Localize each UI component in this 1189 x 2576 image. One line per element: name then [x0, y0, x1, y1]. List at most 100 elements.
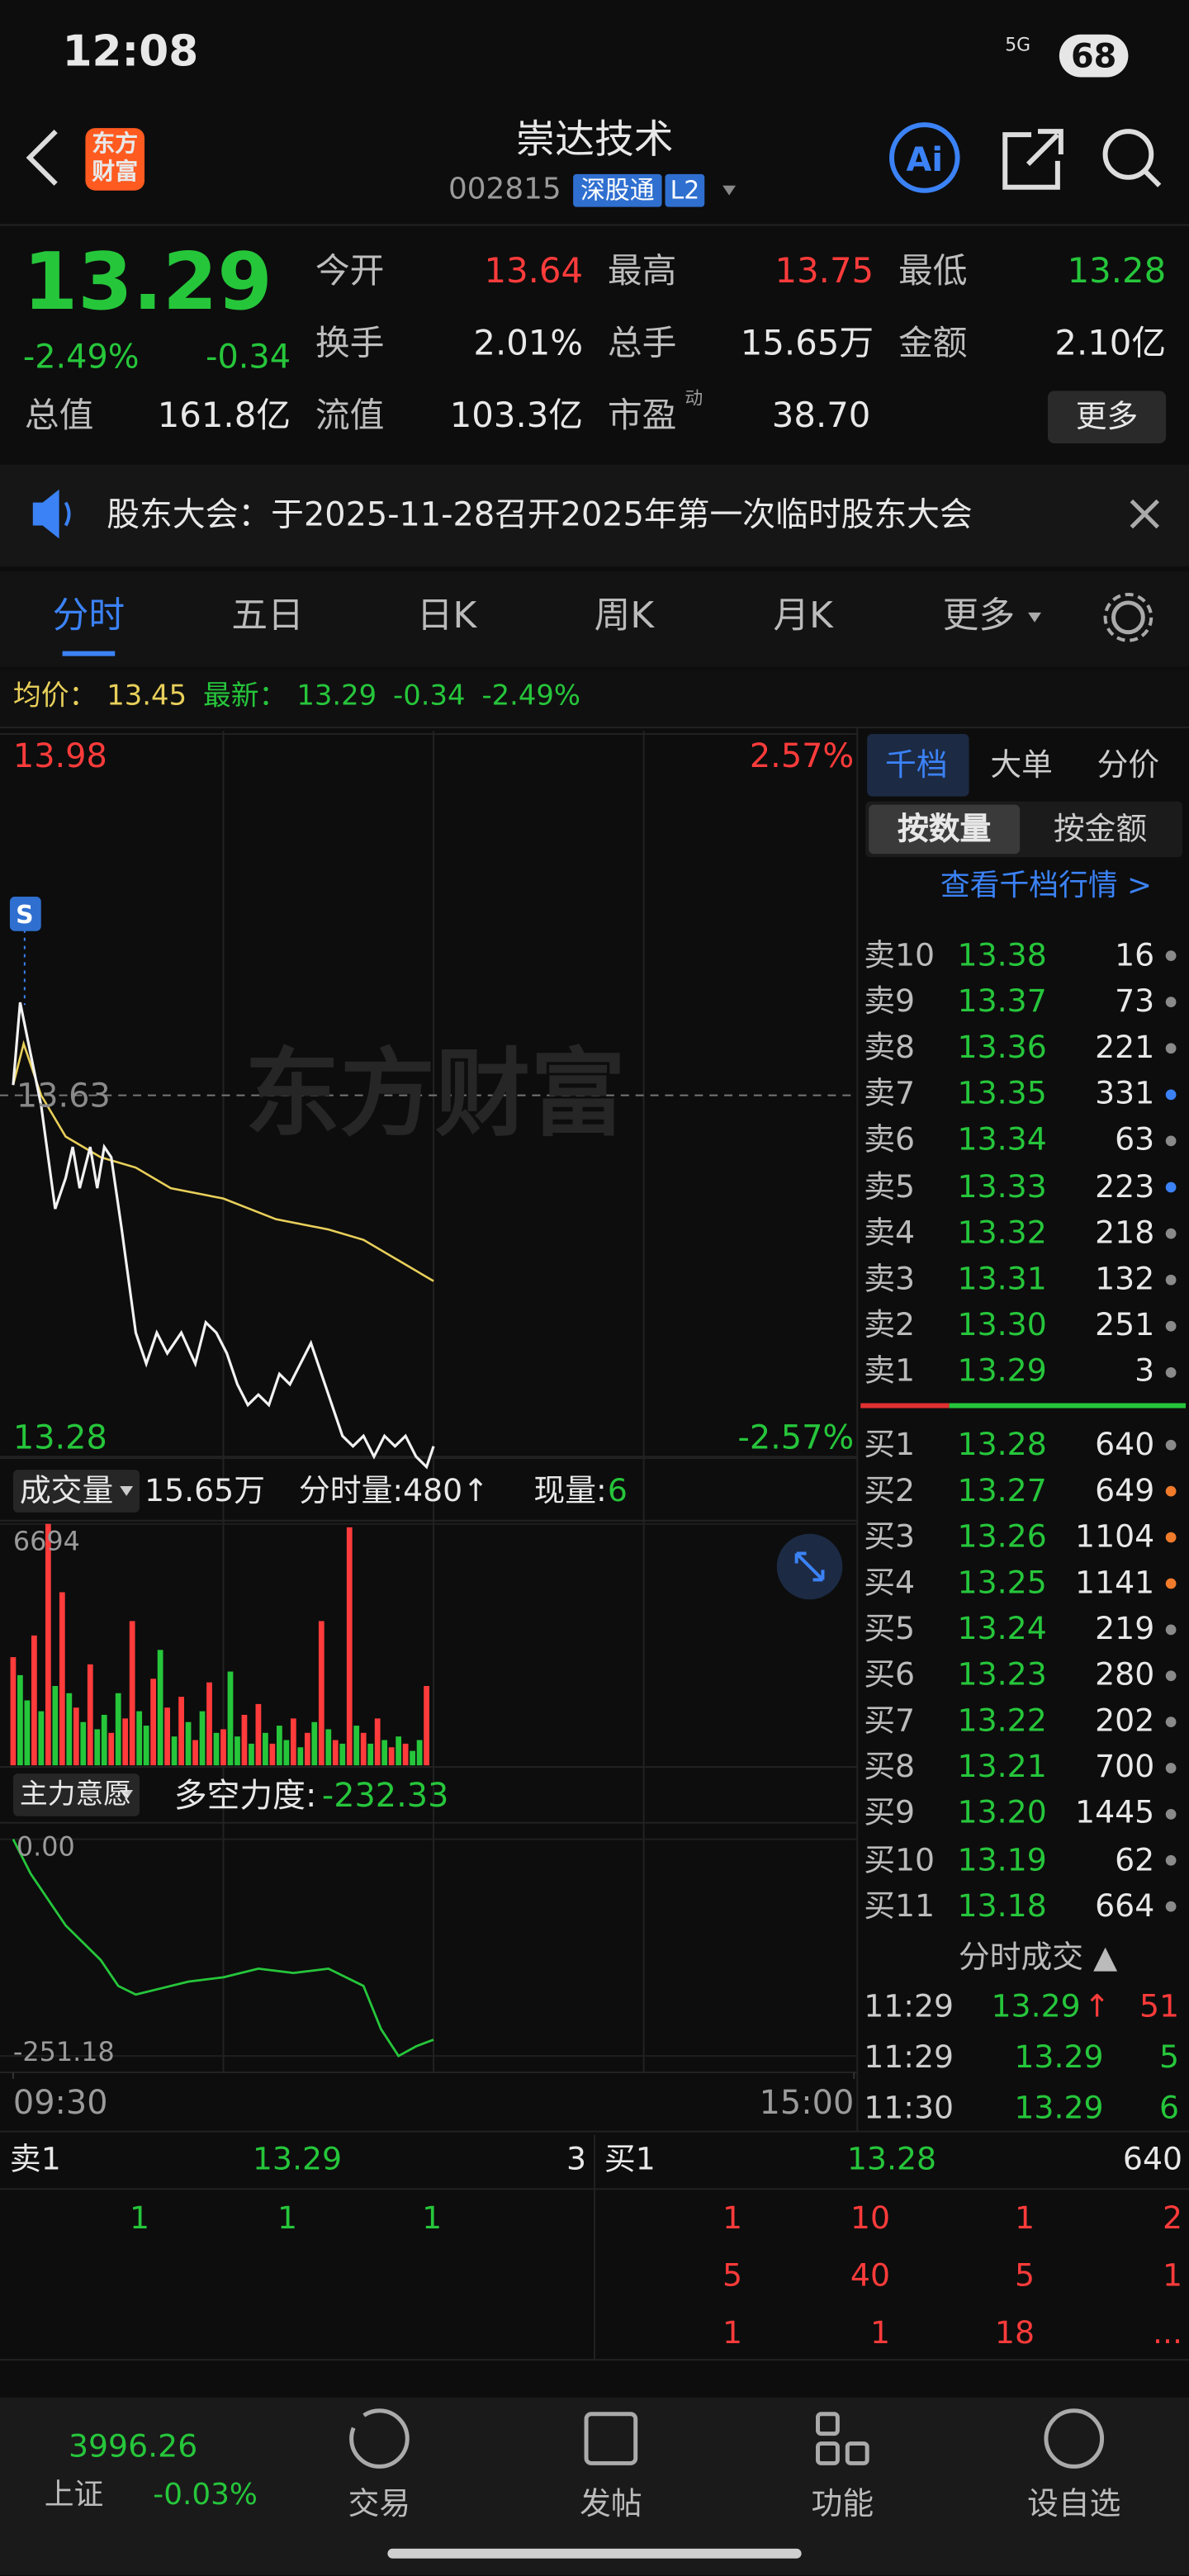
queue-order: 5 [1014, 2256, 1035, 2294]
search-icon[interactable] [1102, 129, 1154, 180]
dropdown-icon [120, 1789, 134, 1800]
book-price: 13.36 [957, 1030, 1047, 1066]
nav-item[interactable]: 设自选 [1027, 2485, 1121, 2522]
volume-bar [311, 1721, 318, 1766]
force-line [12, 1838, 434, 2058]
volume-bar [108, 1732, 115, 1766]
bottom-nav [0, 2397, 1189, 2575]
volume-bar [227, 1671, 234, 1766]
volume-bar [17, 1674, 23, 1766]
indicator-selector[interactable]: 主力意愿 [19, 1778, 132, 1811]
current-volume-label: 现量: [533, 1472, 607, 1509]
watchlist-icon[interactable] [1044, 2408, 1105, 2469]
book-level: 买5 [864, 1611, 916, 1647]
y-tick-label: 13.63 [16, 1075, 111, 1115]
volume-bar [416, 1740, 423, 1766]
chart-tab[interactable]: 五日 [231, 595, 304, 637]
back-icon[interactable] [26, 130, 58, 186]
share-icon[interactable] [1002, 129, 1063, 190]
dropdown-icon [1028, 612, 1041, 623]
function-icon[interactable] [816, 2412, 840, 2436]
book-price: 13.35 [957, 1076, 1047, 1112]
settings-icon[interactable] [1111, 600, 1145, 635]
queue-order: 18 [994, 2314, 1035, 2351]
book-price: 13.21 [957, 1749, 1047, 1786]
trade-price: 13.29 [1014, 2039, 1104, 2076]
field-label: 市盈 [607, 396, 677, 436]
queue-order: 1 [1162, 2256, 1183, 2294]
book-level: 卖10 [864, 936, 936, 973]
mode-button[interactable]: 按金额 [1053, 810, 1148, 847]
book-volume: 664 [1095, 1887, 1155, 1925]
volume-bar [101, 1714, 107, 1766]
trade-time: 11:29 [864, 2039, 955, 2076]
chart-tab[interactable]: 月K [773, 595, 833, 637]
volume-bar [143, 1726, 149, 1766]
summary-item: -2.49% [481, 680, 581, 713]
last-price: 13.29 [22, 236, 272, 329]
nav-icons [349, 2408, 1105, 2469]
more-button[interactable]: 更多 [1075, 398, 1139, 435]
nav-item[interactable]: 功能 [811, 2485, 874, 2522]
field-value: 38.70 [771, 396, 871, 436]
book-tab[interactable]: 分价 [1097, 746, 1160, 783]
nav-item[interactable]: 交易 [348, 2485, 411, 2522]
book-level: 买9 [864, 1795, 916, 1832]
pct-tick-label: 2.57% [749, 736, 855, 775]
chart-tab[interactable]: 分时 [52, 595, 126, 637]
book-price: 13.32 [957, 1215, 1047, 1252]
book-volume: 221 [1095, 1030, 1155, 1066]
notice-text: 股东大会：于2025-11-28召开2025年第一次临时股东大会 [107, 494, 973, 534]
active-tab-bg[interactable] [867, 734, 969, 797]
book-level: 买8 [864, 1749, 916, 1786]
queue-level: 买1 [604, 2140, 656, 2177]
force-selector[interactable] [12, 1773, 140, 1816]
tag: 深股通 [580, 175, 655, 206]
book-tab[interactable]: 大单 [990, 746, 1053, 783]
notice-bar [0, 464, 1189, 567]
chart-tab[interactable]: 更多 [942, 595, 1016, 637]
network: 5G [1005, 35, 1031, 57]
indicator-selector[interactable]: 成交量 [19, 1472, 114, 1509]
book-dot [1165, 1043, 1177, 1054]
book-level: 卖2 [864, 1307, 916, 1344]
tag-bg [573, 173, 662, 207]
volume-bar [402, 1743, 409, 1766]
depth-link[interactable]: 查看千档行情 > [940, 869, 1153, 904]
queue-price: 13.28 [846, 2140, 937, 2177]
book-volume: 202 [1095, 1702, 1155, 1740]
close-icon[interactable] [1130, 499, 1159, 529]
queue-order: 1 [130, 2200, 150, 2237]
volume-bar [277, 1726, 282, 1766]
chart-tab[interactable]: 日K [416, 595, 477, 637]
ai-icon-text: Ai [907, 141, 943, 179]
summary-item: 最新： [202, 680, 287, 713]
book-price: 13.29 [957, 1353, 1047, 1390]
volume-bar [346, 1527, 353, 1766]
volume-bar [45, 1523, 51, 1766]
book-level: 买4 [864, 1565, 916, 1602]
volume-bar [360, 1732, 367, 1766]
trade-icon[interactable] [349, 2408, 410, 2469]
nav-item[interactable]: 发帖 [580, 2485, 642, 2522]
chart-tab[interactable]: 周K [594, 595, 655, 637]
dropdown-icon[interactable] [722, 185, 737, 196]
volume-bar [332, 1740, 339, 1766]
volume-bar [87, 1664, 93, 1766]
book-tab[interactable]: 千档 [885, 746, 948, 783]
trade-volume: 5 [1159, 2039, 1180, 2076]
mode-button[interactable]: 按数量 [897, 810, 992, 847]
field-label: 总手 [607, 324, 677, 364]
ai-icon[interactable] [889, 122, 960, 193]
post-icon[interactable] [584, 2412, 638, 2465]
summary-bar [0, 670, 1189, 728]
volume-selector[interactable] [12, 1470, 140, 1513]
index-value[interactable]: 3996.26 [68, 2427, 198, 2465]
queue-order: 2 [1162, 2200, 1183, 2237]
queue-order: ... [1152, 2314, 1183, 2351]
more-button-bg[interactable] [1047, 391, 1167, 444]
trades-title: 分时成交 ▲ [958, 1939, 1118, 1975]
mode-active[interactable] [869, 804, 1021, 855]
field-label: 今开 [315, 252, 385, 291]
